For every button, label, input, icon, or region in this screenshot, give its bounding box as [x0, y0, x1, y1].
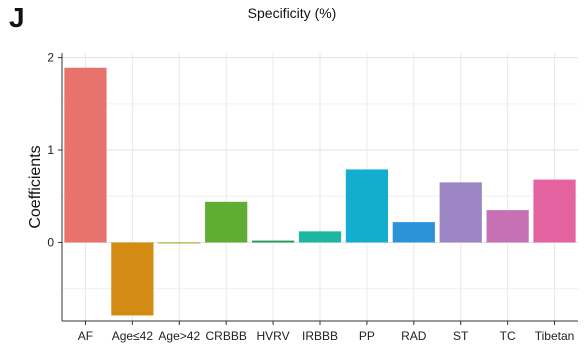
x-tick-label: CRBBB: [206, 329, 247, 343]
bar-Age≤42: [111, 242, 154, 316]
bar-Tibetan: [533, 179, 576, 243]
x-tick-label: ST: [453, 329, 469, 343]
bar-AF: [64, 67, 107, 243]
bars: [64, 67, 576, 316]
x-tick-label: Age≤42: [112, 329, 154, 343]
axes: 0 1 2 AF Age≤42 Age>42 CRBBB HVRV IRBBB PP RAD ST TC…: [47, 51, 578, 343]
x-tick-label: AF: [78, 329, 93, 343]
panel-letter: J: [9, 2, 25, 33]
x-tick-label: TC: [500, 329, 516, 343]
y-axis-label: Coefficients: [27, 145, 44, 228]
bar-HVRV: [251, 240, 295, 243]
chart-title: Specificity (%): [247, 5, 337, 21]
x-tick-label: PP: [359, 329, 375, 343]
bar-TC: [486, 210, 529, 243]
y-tick-label: 0: [47, 235, 54, 249]
bar-RAD: [392, 222, 435, 243]
x-tick-label: RAD: [401, 329, 427, 343]
bar-ST: [439, 182, 482, 243]
bar-PP: [345, 169, 389, 243]
x-tick-label: Tibetan: [535, 329, 575, 343]
x-tick-label: HVRV: [257, 329, 290, 343]
x-tick-label: IRBBB: [302, 329, 338, 343]
y-tick-label: 1: [47, 143, 54, 157]
y-tick-label: 2: [47, 51, 54, 65]
bar-Age>42: [158, 242, 201, 244]
bar-CRBBB: [205, 201, 248, 243]
bar-IRBBB: [298, 231, 342, 243]
x-tick-label: Age>42: [158, 329, 200, 343]
